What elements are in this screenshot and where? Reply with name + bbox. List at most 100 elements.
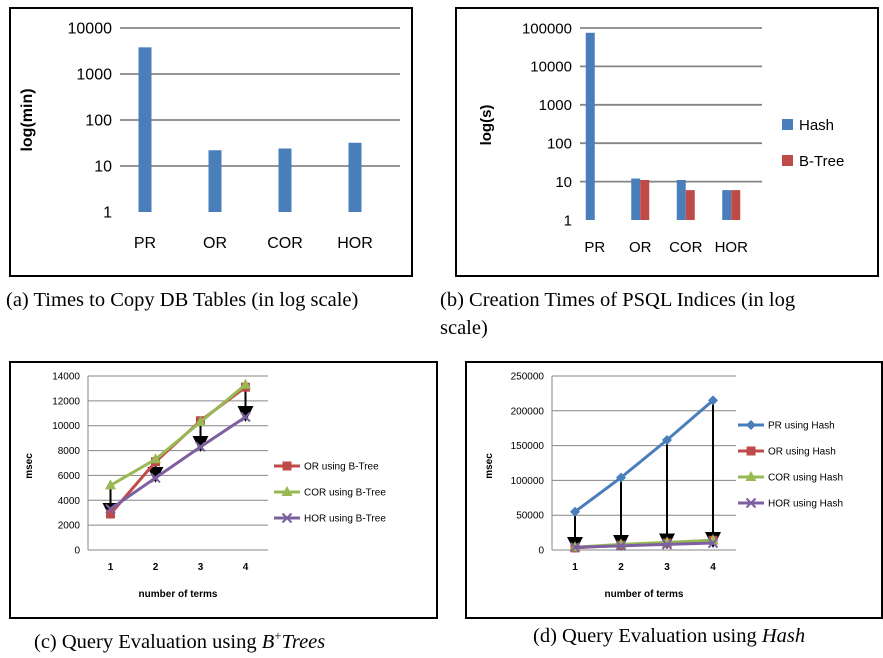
series-line-hor-using-hash [574, 541, 714, 549]
data-point [195, 441, 206, 453]
legend-label: COR using B-Tree [304, 488, 386, 499]
caption-d: (d) Query Evaluation using Hash [533, 622, 805, 650]
series-line-pr-using-hash [574, 399, 714, 513]
legend-marker [282, 461, 292, 471]
bar-b-tree-or [640, 180, 650, 220]
chart-d: 0 50000 100000 150000 200000 250000 msec 1 2 3 4 nu… [456, 356, 883, 621]
bar-value-or [208, 150, 222, 212]
bar-hash-cor [676, 180, 686, 220]
chart-d-frame [465, 361, 883, 619]
x-tick-label: 1 [108, 562, 114, 573]
y-tick-label: 6000 [58, 471, 81, 482]
y-tick-label: 14000 [52, 372, 80, 383]
x-tick-label: 4 [243, 562, 249, 573]
legend-label: PR using Hash [768, 421, 835, 432]
legend-marker [746, 446, 756, 456]
y-tick-label: 150000 [511, 441, 545, 452]
bar-hash-or [631, 178, 641, 220]
bar-b-tree-cor [685, 190, 695, 220]
data-point [240, 411, 251, 423]
y-tick-label: 10000 [52, 421, 80, 432]
chart-c-svg: 0 2000 4000 6000 8000 10000 12000 14000 msec 1 2 3 4… [9, 361, 438, 619]
y-tick-label: 10000 [68, 21, 113, 38]
chart-a-frame [9, 7, 413, 277]
caption-d-math: Hash [761, 625, 806, 647]
y-axis-label: log(s) [478, 105, 495, 146]
bar-hash-hor [722, 190, 732, 220]
legend-label: Hash [799, 117, 834, 134]
caption-b-tail: scale) [440, 317, 488, 339]
y-tick-label: 1000 [539, 97, 572, 114]
chart-c-frame [9, 361, 438, 619]
legend-label: B-Tree [799, 153, 844, 170]
y-tick-label: 1 [103, 205, 112, 222]
x-tick-label: 3 [198, 562, 204, 573]
x-tick-label: COR [669, 239, 703, 256]
legend-marker [281, 486, 293, 496]
chart-b-svg: 1 10 100 1000 10000 100000 log(s) PR OR COR HOR Has… [455, 7, 879, 277]
legend-label: OR using Hash [768, 447, 836, 458]
x-tick-label: PR [584, 239, 605, 256]
bar-value-cor [278, 148, 292, 212]
x-tick-label: HOR [337, 235, 373, 252]
data-point [615, 540, 627, 552]
data-point [105, 503, 116, 515]
y-tick-label: 50000 [516, 511, 544, 522]
caption-c-math: B [261, 630, 275, 653]
legend-marker [745, 471, 757, 481]
bar-value-pr [138, 47, 152, 212]
y-axis-label: msec [24, 453, 35, 479]
chart-a-svg: 1 10 100 1000 10000 log(min) PR OR COR HOR [9, 7, 413, 277]
data-point [150, 472, 161, 484]
x-tick-label: 4 [710, 562, 716, 573]
x-tick-label: COR [267, 235, 303, 252]
y-tick-label: 250000 [511, 372, 545, 383]
y-tick-label: 2000 [58, 521, 81, 532]
y-tick-label: 200000 [511, 406, 545, 417]
caption-a: (a) Times to Copy DB Tables (in log scal… [6, 286, 358, 314]
legend-marker [745, 497, 757, 509]
series-line-cor-using-b-tree [109, 383, 247, 487]
chart-c: 0 2000 4000 6000 8000 10000 12000 14000 msec 1 2 3 4… [0, 356, 440, 621]
legend-swatch [782, 119, 793, 130]
x-tick-label: OR [629, 239, 652, 256]
data-point [662, 435, 672, 446]
legend-swatch [782, 155, 793, 166]
y-tick-label: 100000 [511, 476, 545, 487]
chart-a: 1 10 100 1000 10000 log(min) PR OR COR HOR [0, 0, 428, 290]
data-point [570, 506, 580, 517]
y-tick-label: 0 [538, 546, 544, 557]
data-point [569, 542, 581, 553]
legend-marker [281, 512, 293, 524]
bar-hash-pr [585, 32, 595, 221]
x-tick-label: 2 [618, 562, 624, 573]
data-point [105, 479, 116, 490]
caption-c-math2: Trees [281, 630, 326, 653]
caption-d-prefix: (d) Query Evaluation using [533, 625, 762, 647]
legend-label: COR using Hash [768, 473, 843, 484]
y-tick-label: 10 [94, 159, 112, 176]
y-tick-label: 100 [85, 113, 112, 130]
bar-value-hor [348, 142, 362, 212]
legend-label: OR using B-Tree [304, 462, 379, 473]
x-tick-label: PR [134, 235, 156, 252]
bar-b-tree-hor [731, 190, 741, 220]
caption-c-sup: + [274, 628, 282, 643]
chart-d-svg: 0 50000 100000 150000 200000 250000 msec 1 2 3 4 nu… [465, 361, 883, 619]
y-tick-label: 12000 [52, 396, 80, 407]
y-tick-label: 1 [564, 212, 572, 229]
y-tick-label: 8000 [58, 446, 81, 457]
x-tick-label: HOR [715, 239, 749, 256]
x-tick-label: 3 [664, 562, 670, 573]
data-point [616, 472, 626, 483]
data-point [195, 415, 206, 426]
y-axis-label: log(min) [19, 88, 36, 151]
y-tick-label: 100000 [522, 20, 572, 37]
caption-c: (c) Query Evaluation using B+Trees [34, 622, 325, 656]
caption-b-text: (b) Creation Times of PSQL Indices (in l… [440, 289, 796, 311]
y-axis-label: msec [484, 453, 495, 479]
data-point [106, 509, 115, 519]
x-tick-label: 2 [153, 562, 159, 573]
x-tick-label: 1 [572, 562, 578, 573]
chart-b-frame [455, 7, 879, 277]
